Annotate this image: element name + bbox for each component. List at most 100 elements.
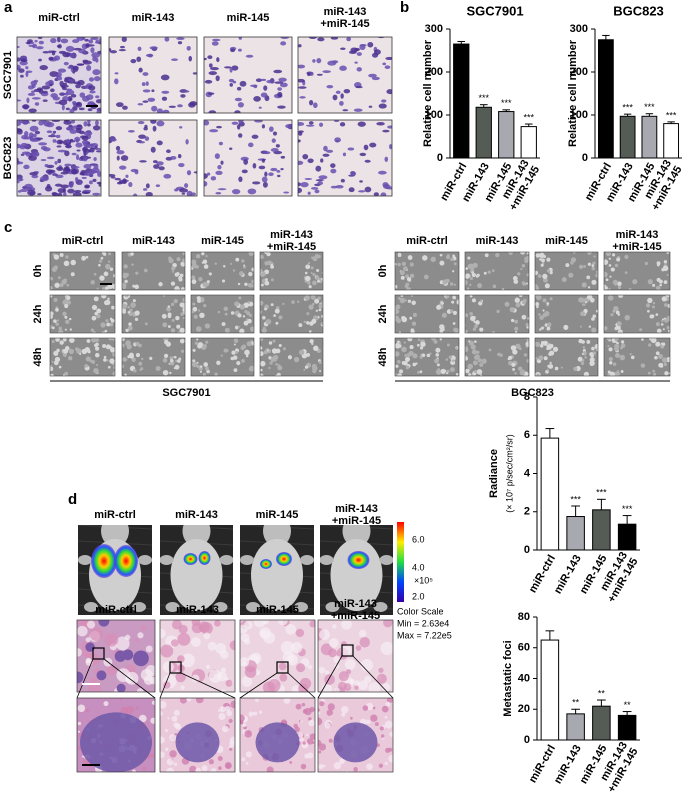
cell [409, 273, 415, 279]
cell [234, 110, 241, 113]
cell [87, 156, 91, 159]
cell [142, 89, 151, 93]
cell [95, 364, 99, 367]
cell [309, 71, 314, 76]
cell [610, 267, 615, 272]
cell [591, 264, 595, 267]
cell [647, 279, 653, 285]
cell [86, 339, 91, 343]
cell [63, 191, 67, 196]
cell [57, 192, 63, 196]
cell [471, 271, 474, 274]
cell [305, 124, 315, 127]
cell [655, 285, 661, 290]
cell [215, 170, 223, 175]
cell [354, 61, 358, 64]
cell [55, 322, 59, 326]
cell [95, 41, 100, 44]
cell [395, 309, 400, 314]
image-group [160, 698, 235, 772]
cell [404, 354, 408, 357]
cell [17, 157, 19, 162]
cell [546, 326, 551, 331]
cell [400, 275, 405, 280]
cell [641, 338, 644, 341]
cell [51, 360, 54, 363]
cell [579, 325, 582, 328]
cell [32, 133, 37, 138]
cell [512, 367, 516, 371]
cell [614, 346, 619, 352]
cell [65, 255, 69, 259]
cell [517, 272, 521, 276]
cell [417, 338, 421, 341]
cell [278, 77, 287, 82]
cell [171, 266, 176, 271]
cell [109, 347, 115, 353]
cell [95, 346, 100, 351]
cell [260, 310, 262, 314]
cell [542, 298, 547, 303]
cell [113, 365, 115, 370]
tissue [327, 703, 335, 711]
significance: *** [596, 488, 607, 498]
cell [121, 37, 127, 43]
cell [87, 123, 91, 127]
cell [320, 158, 324, 163]
cell [584, 356, 588, 359]
cell [615, 325, 621, 330]
cell [75, 142, 83, 148]
tissue [77, 721, 82, 726]
cell [545, 369, 549, 374]
cell [614, 338, 618, 342]
image-border [49, 337, 116, 377]
cell [124, 358, 128, 361]
tissue [309, 733, 315, 740]
cell [116, 155, 120, 161]
cell [127, 305, 130, 309]
column-label: miR-143 [132, 12, 175, 24]
cell [89, 90, 96, 94]
image-border [239, 697, 316, 773]
cell [666, 325, 670, 330]
cell [258, 165, 266, 170]
mouse-leg [379, 555, 393, 565]
column-label: miR-143 [476, 235, 519, 247]
cell [287, 355, 293, 360]
tissue [106, 666, 116, 676]
y-tick-label: 0 [524, 544, 530, 556]
cell [309, 339, 314, 344]
image-group [465, 295, 529, 333]
cell [298, 130, 304, 133]
cell [397, 373, 403, 376]
cell [546, 257, 551, 262]
tissue [195, 767, 202, 772]
cell [55, 134, 61, 139]
tissue [328, 738, 333, 743]
cell [93, 272, 97, 276]
column-label: miR-145 [201, 235, 244, 247]
cell [412, 362, 417, 367]
cell [216, 360, 221, 366]
cell [561, 277, 567, 283]
cell [235, 340, 238, 343]
cell [180, 312, 184, 316]
cell [58, 99, 68, 106]
cell [658, 362, 663, 368]
cell [607, 370, 611, 374]
cell [217, 165, 222, 170]
bar [592, 509, 611, 551]
cell [68, 182, 74, 188]
tissue [318, 739, 322, 747]
cell [158, 166, 165, 171]
cell [72, 81, 81, 85]
cell [356, 67, 362, 72]
cell [248, 271, 253, 277]
cell [387, 125, 392, 129]
cell [617, 329, 623, 333]
cell [54, 161, 58, 165]
cell [604, 271, 608, 278]
tissue [354, 685, 359, 690]
cell [17, 177, 23, 182]
image-group [240, 620, 315, 692]
